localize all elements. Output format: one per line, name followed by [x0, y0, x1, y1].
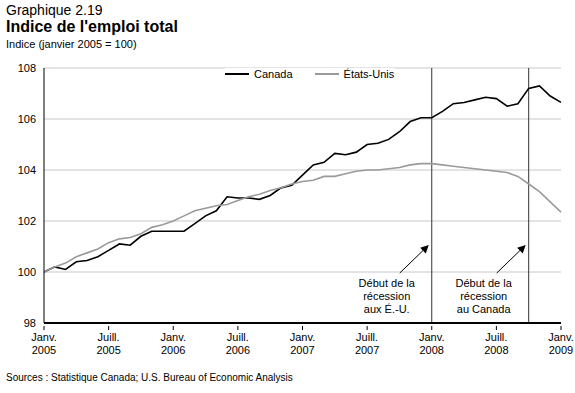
svg-text:Janv.2009: Janv.2009 [548, 331, 567, 356]
svg-text:Début de larécessionau Canada: Début de larécessionau Canada [456, 277, 513, 315]
html-text:Graphique 2.19: Graphique 2.19 [6, 2, 103, 18]
svg-text:Janv.2005: Janv.2005 [31, 331, 56, 356]
svg-text:100: 100 [18, 266, 36, 278]
svg-text:106: 106 [18, 113, 36, 125]
svg-text:102: 102 [18, 215, 36, 227]
svg-text:Janv.2006: Janv.2006 [161, 331, 186, 356]
svg-text:Juill.2006: Juill.2006 [226, 331, 250, 356]
svg-text:Début de larécessionaux É.-U.: Début de larécessionaux É.-U. [359, 277, 416, 315]
html-text:Indice (janvier 2005 = 100): Indice (janvier 2005 = 100) [6, 38, 137, 50]
svg-text:Juill.2008: Juill.2008 [484, 331, 508, 356]
svg-text:108: 108 [18, 62, 36, 74]
html-text:Sources : Statistique Canada;: Sources : Statistique Canada; U.S. Burea… [6, 372, 293, 383]
html-text:Indice de l'emploi total: Indice de l'emploi total [6, 18, 178, 35]
html-text:États-Unis: États-Unis [343, 68, 395, 80]
svg-text:Janv.2008: Janv.2008 [419, 331, 444, 356]
svg-text:98: 98 [24, 317, 36, 329]
svg-text:Janv.2007: Janv.2007 [290, 331, 315, 356]
svg-text:Juill.2005: Juill.2005 [96, 331, 120, 356]
svg-text:104: 104 [18, 164, 36, 176]
svg-text:Juill.2007: Juill.2007 [355, 331, 379, 356]
html-text:Canada: Canada [254, 68, 293, 80]
